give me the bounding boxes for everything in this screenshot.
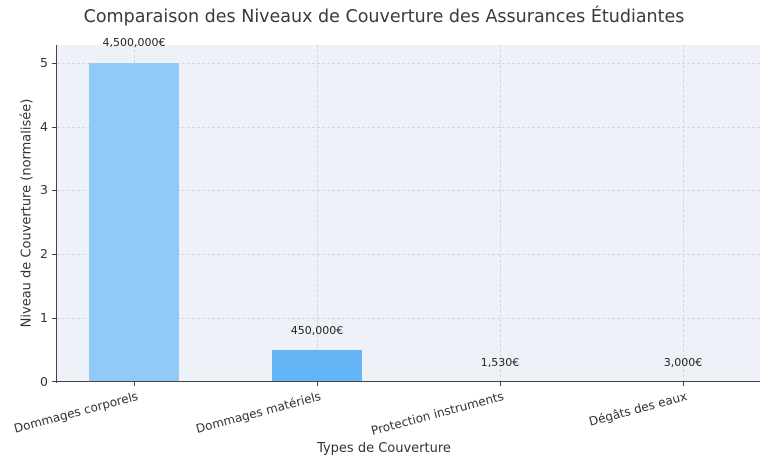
x-tick-1 — [317, 382, 318, 386]
y-axis-line — [56, 45, 58, 383]
data-label-0: 4,500,000€ — [102, 36, 166, 49]
y-tick-0 — [52, 381, 56, 382]
y-tick-2 — [52, 254, 56, 255]
y-tick-1 — [52, 318, 56, 319]
y-tick-label-4: 4 — [40, 119, 48, 134]
x-tick-0 — [134, 382, 135, 386]
bar-dommages-corporels — [89, 63, 179, 382]
grid-line-x3 — [500, 45, 501, 382]
y-axis-title: Niveau de Couverture (normalisée) — [19, 98, 35, 328]
y-tick-5 — [52, 63, 56, 64]
x-axis-title: Types de Couverture — [317, 441, 451, 456]
y-tick-label-3: 3 — [40, 182, 48, 197]
x-tick-label-3: Dégâts des eaux — [587, 389, 689, 429]
grid-line-y4 — [57, 127, 760, 128]
grid-line-x4 — [683, 45, 684, 382]
grid-line-y1 — [57, 318, 760, 319]
y-tick-label-2: 2 — [40, 246, 48, 261]
data-label-1: 450,000€ — [290, 324, 344, 337]
grid-line-y5 — [57, 63, 760, 64]
grid-line-y2 — [57, 254, 760, 255]
x-tick-3 — [683, 382, 684, 386]
y-tick-label-5: 5 — [40, 55, 48, 70]
y-tick-label-1: 1 — [40, 310, 48, 325]
y-tick-label-0: 0 — [40, 374, 48, 389]
y-tick-3 — [52, 190, 56, 191]
data-label-2: 1,530€ — [480, 356, 520, 369]
chart-title: Comparaison des Niveaux de Couverture de… — [83, 7, 685, 27]
grid-line-x2 — [317, 45, 318, 382]
grid-line-y3 — [57, 190, 760, 191]
y-tick-4 — [52, 127, 56, 128]
x-axis-line — [56, 381, 760, 383]
x-tick-label-0: Dommages corporels — [12, 389, 140, 436]
x-tick-label-2: Protection instruments — [370, 389, 506, 438]
x-tick-2 — [500, 382, 501, 386]
x-tick-label-1: Dommages matériels — [194, 389, 323, 436]
bar-dommages-materiels — [272, 350, 362, 382]
data-label-3: 3,000€ — [663, 356, 703, 369]
